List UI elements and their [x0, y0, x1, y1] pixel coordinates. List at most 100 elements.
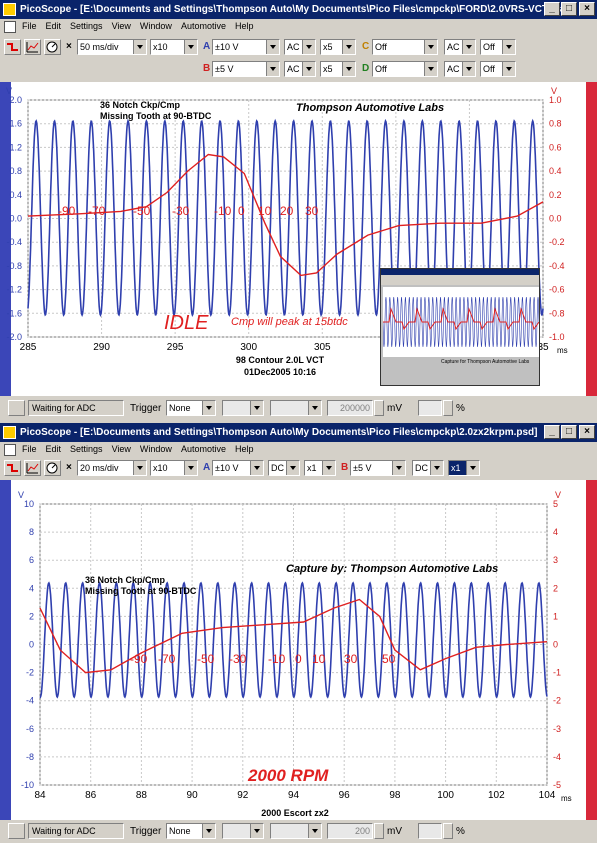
- close-x-label[interactable]: ×: [66, 462, 72, 473]
- timebase-select[interactable]: 50 ms/div: [77, 39, 147, 55]
- channel-c-mult-select[interactable]: Off: [480, 39, 516, 55]
- pretrigger-spinner[interactable]: [443, 823, 453, 839]
- maximize-button[interactable]: □: [561, 425, 577, 439]
- meter-icon[interactable]: [44, 460, 61, 476]
- right-tick-label: -2: [553, 696, 561, 706]
- trigger-icon[interactable]: [4, 39, 21, 55]
- menu-settings[interactable]: Settings: [70, 444, 103, 454]
- channel-a-range-select[interactable]: ±10 V: [212, 460, 264, 476]
- channel-b-mult-select[interactable]: x5: [320, 61, 356, 77]
- chart-icon[interactable]: [24, 39, 41, 55]
- channel-d-mult-select[interactable]: Off: [480, 61, 516, 77]
- inset-waveform: [383, 287, 539, 357]
- chart-annotation: -90: [58, 204, 76, 218]
- status-text: Waiting for ADC: [28, 823, 124, 839]
- pretrigger-spinner[interactable]: [443, 400, 453, 416]
- channel-d-coupling-select[interactable]: AC: [444, 61, 476, 77]
- close-button[interactable]: ×: [579, 2, 595, 16]
- minimize-button[interactable]: _: [544, 2, 560, 16]
- trigger-mode-select[interactable]: None: [166, 823, 216, 839]
- menu-window[interactable]: Window: [139, 21, 172, 31]
- trigger-level-input[interactable]: 200000: [327, 400, 373, 416]
- channel-b-coupling-select[interactable]: AC: [284, 61, 316, 77]
- left-tick-label: -2.0: [6, 332, 22, 342]
- top-status-bar: Waiting for ADC Trigger None 200000 mV %: [0, 397, 597, 419]
- menu-settings[interactable]: Settings: [70, 21, 103, 31]
- left-tick-label: 2: [29, 611, 34, 621]
- menu-help[interactable]: Help: [234, 444, 254, 454]
- minimize-button[interactable]: _: [544, 425, 560, 439]
- channel-b-mult-select[interactable]: x1: [448, 460, 480, 476]
- channel-c-coupling-select[interactable]: AC: [444, 39, 476, 55]
- menu-file[interactable]: File: [22, 444, 37, 454]
- menu-edit[interactable]: Edit: [45, 444, 62, 454]
- left-axis-unit: V: [6, 86, 12, 96]
- menu-automotive[interactable]: Automotive: [180, 444, 226, 454]
- trigger-icon[interactable]: [4, 460, 21, 476]
- bottom-scope-plot[interactable]: 10 8 6 4 2 0 -2 -4 -6 -8 -10 5 4 3 2 1 0 -1 -2 -3 -4 -5 V V 84 86…: [0, 480, 597, 820]
- menu-view[interactable]: View: [111, 444, 131, 454]
- right-tick-label: 1.0: [549, 95, 562, 105]
- channel-a-mult-select[interactable]: x5: [320, 39, 356, 55]
- right-tick-label: -1: [553, 668, 561, 678]
- x-tick-label: 102: [488, 790, 505, 801]
- channel-c-range-select[interactable]: Off: [372, 39, 438, 55]
- time-multiplier-select[interactable]: x10: [150, 460, 198, 476]
- trigger-channel-select[interactable]: [222, 400, 264, 416]
- channel-a-label: A: [203, 462, 211, 473]
- pretrigger-input[interactable]: [418, 823, 442, 839]
- status-stop-icon[interactable]: [8, 400, 25, 416]
- menu-automotive[interactable]: Automotive: [180, 21, 226, 31]
- trigger-level-unit: mV: [387, 403, 402, 414]
- right-axis-unit: V: [551, 86, 557, 96]
- trigger-edge-select[interactable]: [270, 400, 322, 416]
- channel-a-coupling-select[interactable]: DC: [268, 460, 300, 476]
- trigger-level-spinner[interactable]: [374, 823, 384, 839]
- trigger-mode-select[interactable]: None: [166, 400, 216, 416]
- channel-a-mult-select[interactable]: x1: [304, 460, 336, 476]
- channel-b-range-select[interactable]: ±5 V: [212, 61, 280, 77]
- maximize-button[interactable]: □: [561, 2, 577, 16]
- channel-a-scale-bar[interactable]: [0, 82, 11, 396]
- inset-cmp-waveform: [383, 307, 539, 331]
- chart-annotation: -70: [158, 652, 176, 666]
- close-button[interactable]: ×: [579, 425, 595, 439]
- right-tick-label: -0.4: [549, 261, 565, 271]
- channel-a-scale-bar[interactable]: [0, 480, 11, 820]
- menu-file[interactable]: File: [22, 21, 37, 31]
- right-axis-unit: V: [555, 490, 561, 500]
- bottom-menu-bar: File Edit Settings View Window Automotive Help: [0, 442, 597, 457]
- close-x-label[interactable]: ×: [66, 41, 72, 52]
- channel-a-range-select[interactable]: ±10 V: [212, 39, 280, 55]
- chart-annotation: -50: [197, 652, 215, 666]
- trigger-edge-select[interactable]: [270, 823, 322, 839]
- channel-b-range-select[interactable]: ±5 V: [350, 460, 406, 476]
- menu-window[interactable]: Window: [139, 444, 172, 454]
- x-tick-label: 295: [167, 342, 184, 353]
- time-multiplier-select[interactable]: x10: [150, 39, 198, 55]
- menu-view[interactable]: View: [111, 21, 131, 31]
- channel-b-scale-bar[interactable]: [586, 480, 597, 820]
- chart-annotation: 30: [305, 204, 319, 218]
- x-tick-label: 94: [288, 790, 300, 801]
- chart-icon[interactable]: [24, 460, 41, 476]
- channel-d-range-select[interactable]: Off: [372, 61, 438, 77]
- timebase-select[interactable]: 20 ms/div: [77, 460, 147, 476]
- top-title-bar: PicoScope - [E:\Documents and Settings\T…: [0, 0, 597, 19]
- pretrigger-input[interactable]: [418, 400, 442, 416]
- trigger-label: Trigger: [130, 403, 162, 414]
- menu-edit[interactable]: Edit: [45, 21, 62, 31]
- trigger-level-spinner[interactable]: [374, 400, 384, 416]
- trigger-channel-select[interactable]: [222, 823, 264, 839]
- channel-a-coupling-select[interactable]: AC: [284, 39, 316, 55]
- channel-b-scale-bar[interactable]: [586, 82, 597, 396]
- menu-help[interactable]: Help: [234, 21, 254, 31]
- chart-annotation: -30: [229, 652, 247, 666]
- status-stop-icon[interactable]: [8, 823, 25, 839]
- top-scope-plot[interactable]: 2.0 1.6 1.2 0.8 0.4 0.0 -0.4 -0.8 -1.2 -1.6 -2.0 1.…: [0, 82, 597, 396]
- channel-b-coupling-select[interactable]: DC: [412, 460, 444, 476]
- left-tick-label: 0.8: [9, 166, 22, 176]
- trigger-level-input[interactable]: 200: [327, 823, 373, 839]
- meter-icon[interactable]: [44, 39, 61, 55]
- right-tick-label: 0.4: [549, 166, 562, 176]
